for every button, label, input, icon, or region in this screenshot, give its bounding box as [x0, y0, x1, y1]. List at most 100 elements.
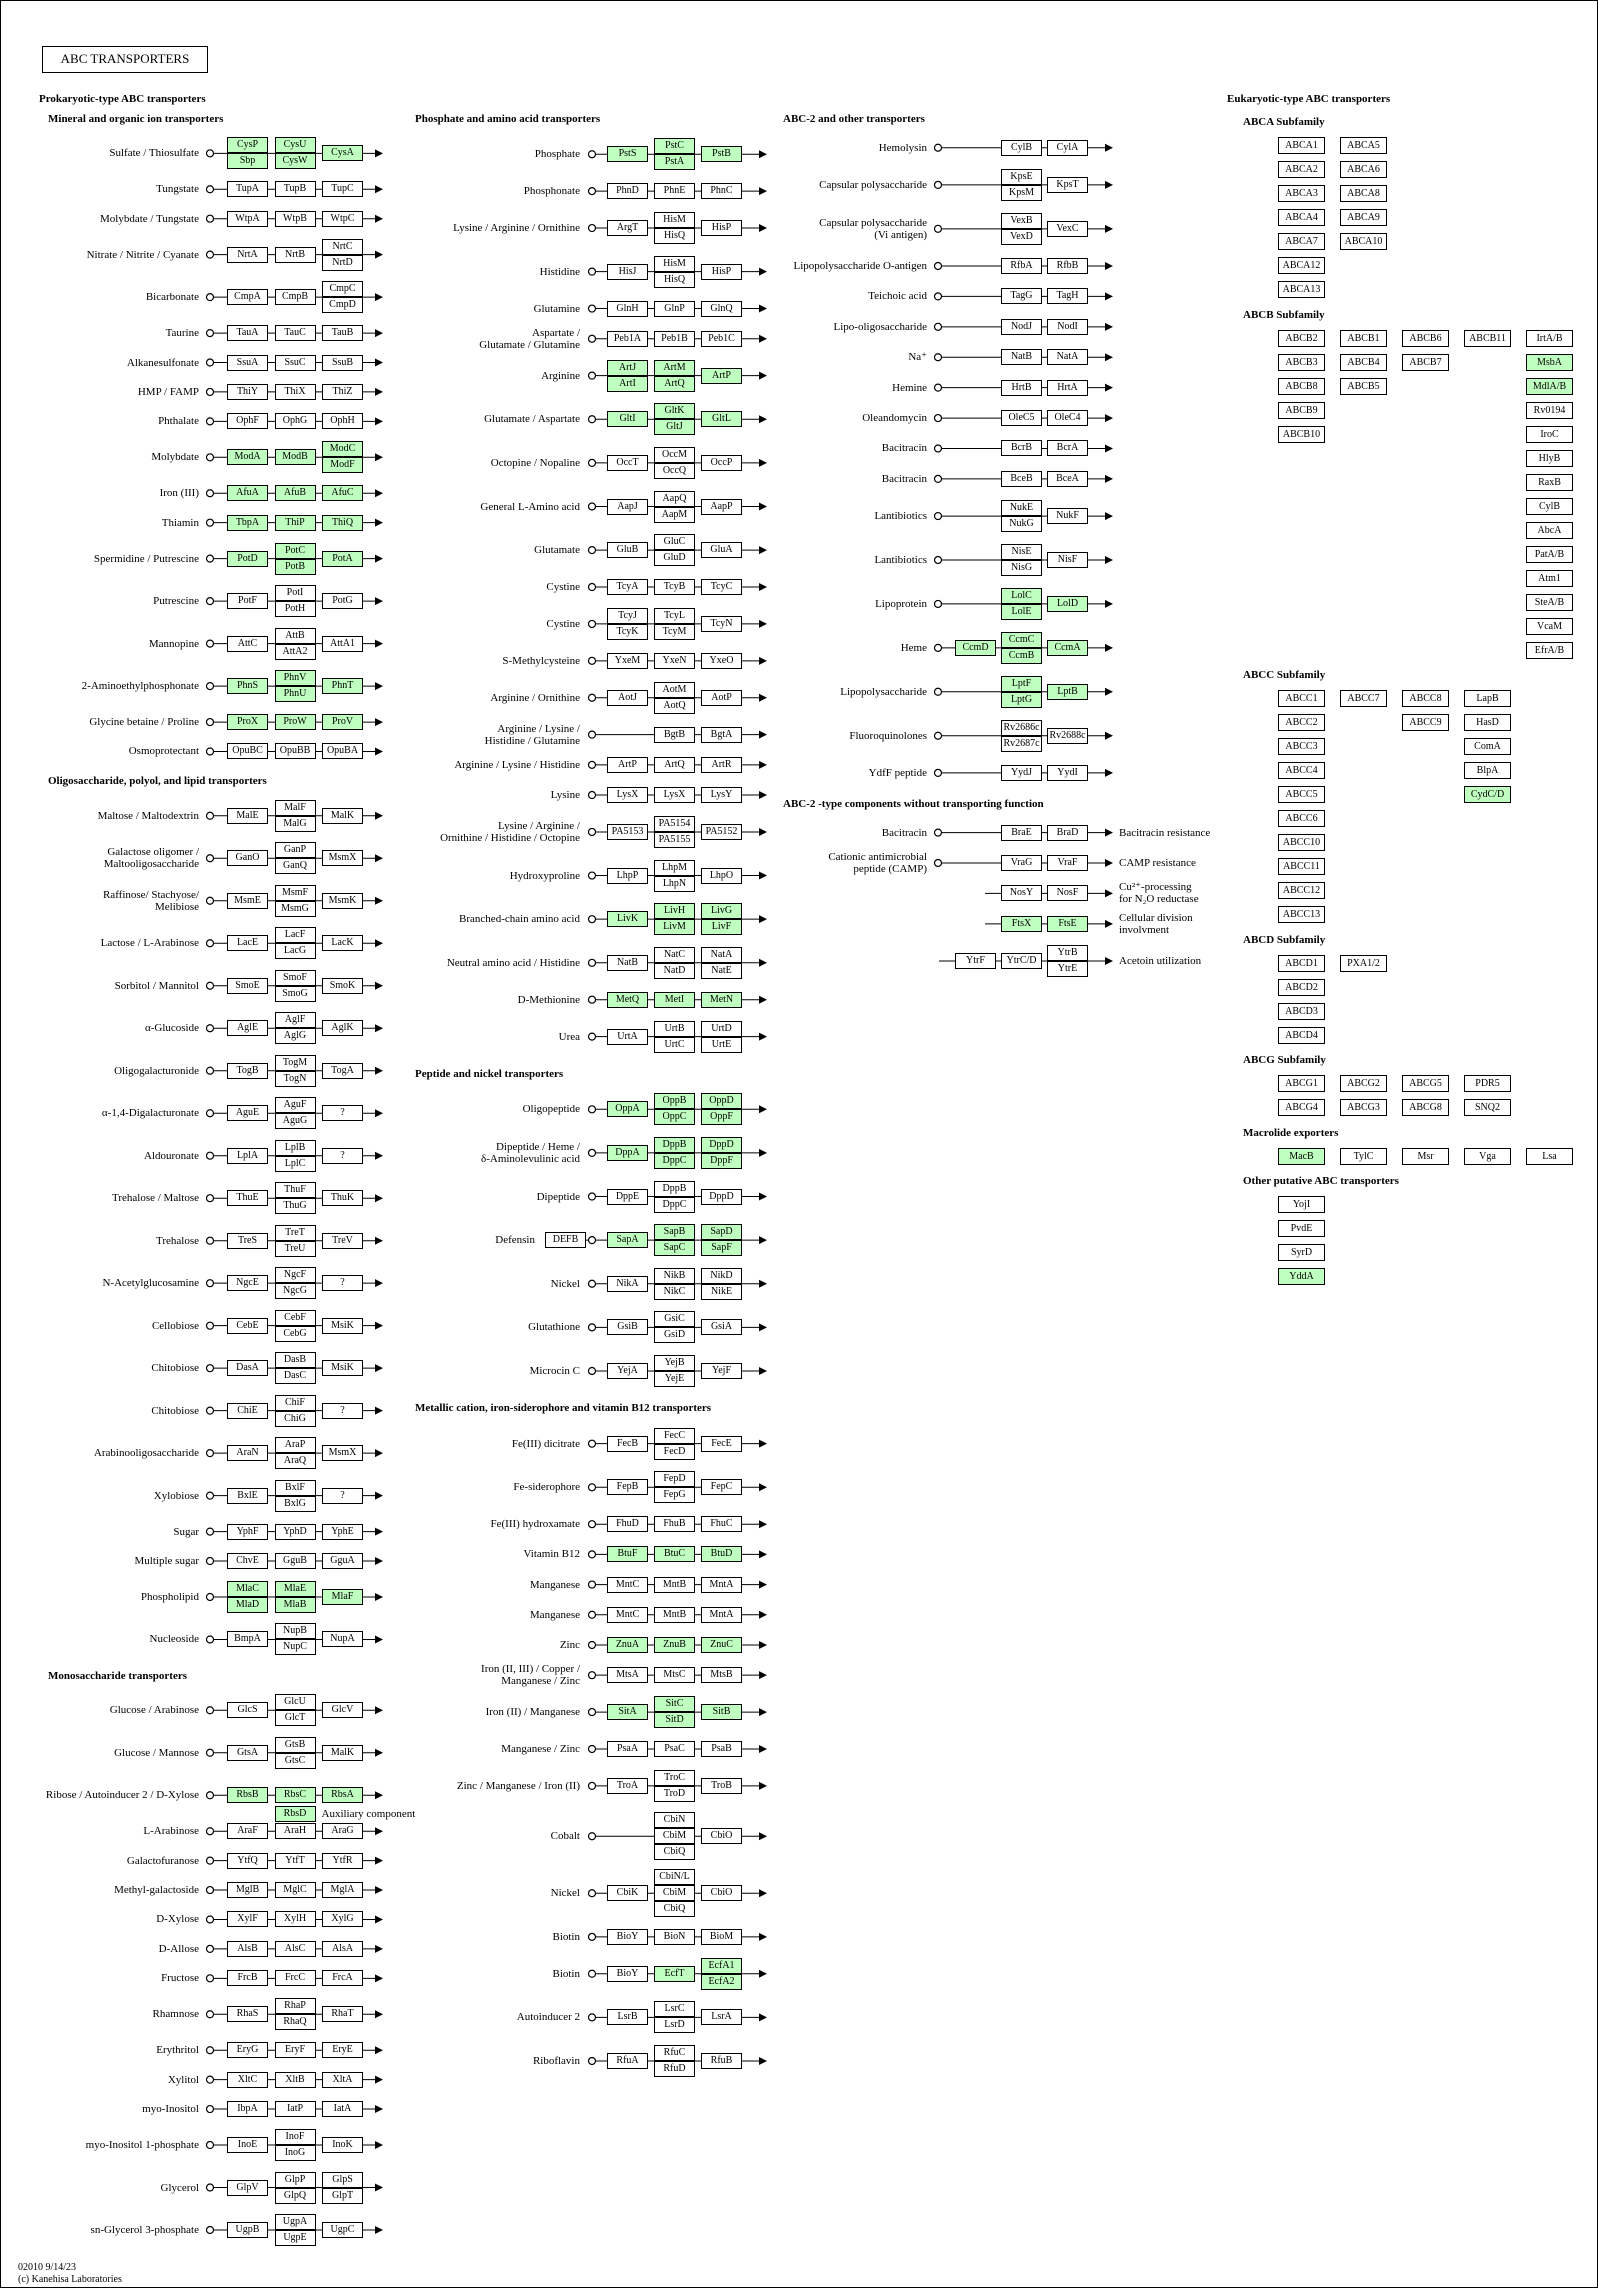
substrate-label: sn-Glycerol 3-phosphate — [90, 2224, 199, 2236]
substrate-label: Defensin — [495, 1234, 535, 1247]
arrowhead — [759, 502, 767, 511]
gene-box: ModB — [274, 449, 316, 466]
gene-box: TreS — [227, 1232, 268, 1249]
gene-box: HisP — [701, 263, 742, 280]
gene-box: ? — [322, 1275, 363, 1292]
substrate-node — [205, 1556, 215, 1566]
substrate-label: Manganese — [529, 1608, 580, 1621]
substrate-node — [205, 854, 215, 863]
substrate-node — [587, 223, 597, 233]
gene-box: ABCA8 — [1340, 185, 1387, 202]
substrate-node — [205, 1109, 215, 1118]
gene-box: ABCD2 — [1278, 978, 1325, 996]
gene-box: ABCA6 — [1340, 161, 1387, 178]
arrowhead — [759, 1889, 767, 1898]
gene-box: CebF — [274, 1309, 316, 1326]
gene-box: IatP — [274, 2101, 316, 2118]
substrate-node — [933, 224, 943, 233]
gene-box: XylH — [274, 1911, 316, 1928]
substrate-node — [205, 981, 215, 990]
gene-box: ABCD4 — [1278, 1026, 1325, 1044]
gene-box: AguG — [274, 1113, 316, 1130]
gene-box: FecB — [607, 1435, 648, 1452]
gene-box: FecD — [654, 1443, 695, 1460]
substrate-label: Sulfate / Thiosulfate — [109, 147, 199, 160]
substrate-node — [205, 2075, 215, 2084]
arrowhead — [375, 1944, 383, 1953]
gene-box: RhaQ — [274, 2014, 316, 2031]
substrate-label: Oleandomycin — [862, 412, 927, 425]
gene-box: VraF — [1047, 855, 1088, 871]
substrate-node — [587, 958, 597, 967]
gene-box: NupC — [274, 1639, 316, 1656]
gene-box: AotP — [701, 689, 742, 706]
gene-box: OleC5 — [1001, 410, 1042, 427]
gene-box: SsuB — [322, 354, 363, 371]
gene-box: ABCA2 — [1278, 161, 1325, 178]
gene-box: ABCG8 — [1402, 1099, 1449, 1116]
substrate-node — [205, 1748, 215, 1757]
gene-box: KpsM — [1001, 184, 1042, 201]
gene-box: DppD — [701, 1136, 742, 1153]
subfamily-title: ABCC Subfamily — [1243, 669, 1326, 681]
arrowhead — [759, 958, 767, 967]
gene-box: LptB — [1047, 683, 1088, 700]
gene-box: RfuB — [701, 2053, 742, 2069]
substrate-label: D-Allose — [158, 1942, 199, 1955]
substrate-node — [205, 185, 215, 194]
substrate-node — [933, 322, 943, 331]
arrowhead — [759, 2057, 767, 2065]
arrowhead — [1105, 224, 1113, 233]
gene-box: ChiE — [227, 1402, 268, 1419]
substrate-node — [587, 1550, 597, 1559]
gene-box: CylB — [1526, 497, 1573, 515]
substrate-label: α-Glucoside — [144, 1022, 199, 1035]
substrate-label: Dipeptide / Heme / δ-Aminolevulinic acid — [481, 1140, 580, 1165]
gene-box: OpuBB — [274, 743, 316, 760]
gene-box: GlpS — [322, 2171, 363, 2188]
gene-box: PsaC — [654, 1740, 695, 1757]
gene-box: OpuBC — [227, 743, 268, 760]
gene-box: SitC — [654, 1696, 695, 1713]
substrate-label: Glutamate — [534, 544, 580, 557]
gene-box: ABCA7 — [1278, 233, 1325, 250]
substrate-label: Zinc — [559, 1638, 580, 1651]
substrate-node — [205, 518, 215, 527]
arrowhead — [375, 214, 383, 223]
gene-box: CbiQ — [654, 1844, 695, 1861]
gene-box: RbsC — [274, 1787, 316, 1804]
substrate-label: N-Acetylglucosamine — [102, 1277, 199, 1290]
arrowhead — [759, 458, 767, 467]
gene-box: XylG — [322, 1911, 363, 1928]
gene-box: YtrC/D — [1001, 953, 1042, 969]
gene-box: AraP — [274, 1437, 316, 1454]
arrowhead — [375, 1748, 383, 1757]
gene-box: ABCA9 — [1340, 209, 1387, 226]
gene-box: ABCC1 — [1278, 690, 1325, 707]
substrate-label: Tungstate — [156, 183, 199, 196]
gene-box: GlnP — [654, 300, 695, 317]
gene-box: DppE — [607, 1188, 648, 1205]
gene-box: MacB — [1278, 1147, 1325, 1165]
substrate-label: S-Methylcysteine — [502, 654, 580, 667]
substrate-node — [587, 1192, 597, 1201]
gene-box: ThuK — [322, 1190, 363, 1207]
footer: 02010 9/14/23 — [18, 2262, 77, 2273]
gene-box: NikA — [607, 1275, 648, 1292]
arrowhead — [375, 293, 383, 302]
arrowhead — [759, 1236, 767, 1245]
substrate-label: Spermidine / Putrescine — [93, 552, 199, 565]
gene-box: OphG — [274, 413, 316, 430]
gene-box: NukF — [1047, 508, 1088, 525]
substrate-node — [205, 293, 215, 302]
gene-box: NosF — [1047, 885, 1088, 902]
gene-box: NisF — [1047, 551, 1088, 568]
arrowhead — [375, 2046, 383, 2055]
gene-box: MsmG — [274, 900, 316, 917]
substrate-label: Arginine / Ornithine — [490, 691, 580, 704]
gene-box: DasC — [274, 1368, 316, 1385]
gene-box: AguF — [274, 1097, 316, 1114]
gene-box: OccP — [701, 454, 742, 471]
gene-box: ABCB11 — [1464, 329, 1511, 347]
arrowhead — [375, 1364, 383, 1373]
